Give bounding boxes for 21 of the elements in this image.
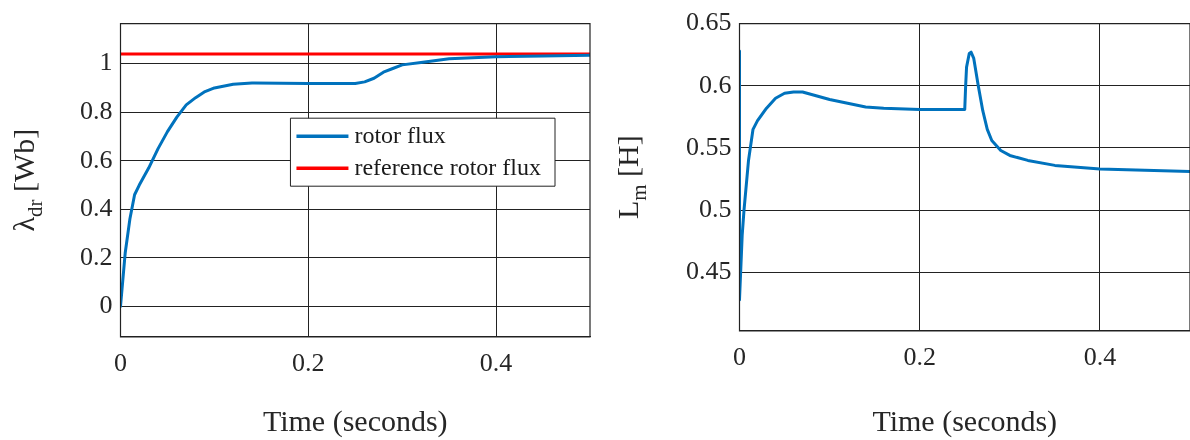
legend-label: rotor flux (354, 122, 446, 149)
y-tick-label: 0 (99, 290, 113, 320)
y-tick-label: 1 (99, 47, 113, 77)
y-tick-label: 0.5 (699, 193, 732, 223)
y-tick-label: 0.6 (699, 69, 732, 99)
x-axis-title: Time (seconds) (872, 403, 1058, 438)
y-axis-title: Lm [H] (610, 135, 651, 220)
y-tick-label: 0.6 (80, 144, 113, 174)
y-tick-label: 0.55 (686, 131, 732, 161)
x-tick-label: 0.2 (292, 348, 325, 378)
y-axis-title: λdr [Wb] (6, 128, 47, 232)
y-tick-label: 0.8 (80, 96, 113, 126)
y-tick-label: 0.45 (686, 256, 732, 286)
y-tick-label: 0.2 (80, 241, 113, 271)
x-tick-label: 0.2 (903, 342, 936, 372)
x-tick-label: 0.4 (1083, 342, 1117, 372)
x-axis-title: Time (seconds) (262, 403, 448, 438)
legend-label: reference rotor flux (354, 154, 542, 181)
x-tick-label: 0.4 (479, 348, 513, 378)
y-tick-label: 0.65 (686, 7, 732, 37)
y-tick-label: 0.4 (80, 193, 113, 223)
